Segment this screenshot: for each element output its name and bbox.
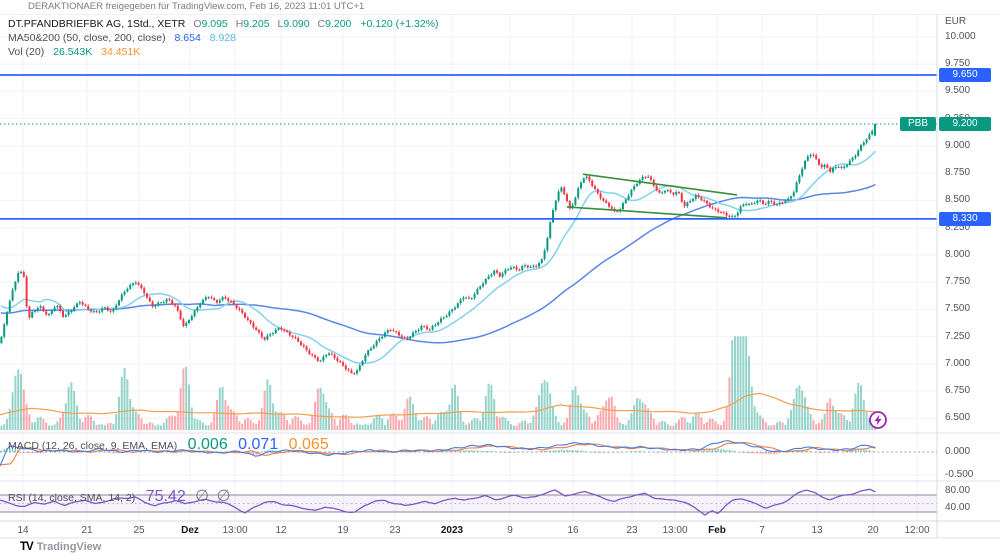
price-level-badge: 8.330 xyxy=(939,211,991,226)
ma200-value: 8.654 xyxy=(174,32,201,44)
macd-signal-value: 0.065 xyxy=(288,436,329,453)
current-price-badge: 9.200 xyxy=(939,117,991,132)
ma50-line xyxy=(0,150,876,365)
price-tick-label: 9.750 xyxy=(945,58,971,70)
macd-tick-label: -0.500 xyxy=(945,469,974,480)
time-tick-label: 12 xyxy=(275,525,287,536)
time-tick-label: 23 xyxy=(626,525,638,536)
tradingview-logo[interactable]: TV TradingView xyxy=(20,541,101,553)
rsi-hidden-value-1: ∅ xyxy=(195,488,210,505)
macd-tick-label: 0.000 xyxy=(945,446,971,457)
time-tick-label: 19 xyxy=(337,525,349,536)
volume-indicator-label: Vol (20) xyxy=(8,46,45,58)
ohlc-close-value: 9.200 xyxy=(325,18,352,30)
time-tick-label: 2023 xyxy=(440,525,464,536)
time-tick-label: 25 xyxy=(133,525,145,536)
symbol-legend: DT.PFANDBRIEFBK AG, 1Std., XETR O9.095 H… xyxy=(8,17,439,59)
price-tick-label: 8.250 xyxy=(945,221,971,233)
trendline-lower[interactable] xyxy=(566,206,728,219)
price-tick-label: 6.750 xyxy=(945,385,971,397)
price-tick-label: 6.500 xyxy=(945,412,971,424)
price-change: +0.120 (+1.32%) xyxy=(360,18,439,30)
price-level-badge: 9.650 xyxy=(939,68,991,82)
time-tick-label: 14 xyxy=(17,525,29,536)
attribution-bar: DERAKTIONAER freigegeben für TradingView… xyxy=(0,0,1000,14)
rsi-legend[interactable]: RSI (14, close, SMA, 14, 2) 75.42 ∅ ∅ xyxy=(8,486,231,506)
legend-row-ma[interactable]: MA50&200 (50, close, 200, close) 8.654 8… xyxy=(8,31,439,45)
time-tick-label: 20 xyxy=(867,525,879,536)
currency-label: EUR xyxy=(945,16,967,27)
rsi-hidden-value-2: ∅ xyxy=(216,488,231,505)
time-tick-label: 9 xyxy=(507,525,513,536)
price-tick-label: 8.750 xyxy=(945,167,971,179)
macd-line xyxy=(0,440,876,467)
ma200-line xyxy=(0,184,876,344)
attribution-text[interactable]: DERAKTIONAER freigegeben für TradingView… xyxy=(28,1,365,12)
volume-ma-line xyxy=(0,392,877,418)
rsi-tick-label: 80.00 xyxy=(945,484,971,496)
lightning-event-icon[interactable] xyxy=(869,411,887,429)
symbol-tag-badge: PBB xyxy=(900,117,936,132)
volume-value: 26.543K xyxy=(53,46,93,58)
ma50-value: 8.928 xyxy=(209,32,236,44)
rsi-band xyxy=(0,495,937,512)
time-tick-label: Feb xyxy=(708,525,726,536)
legend-row-volume[interactable]: Vol (20) 26.543K 34.451K xyxy=(8,45,439,59)
symbol-title: DT.PFANDBRIEFBK AG, 1Std., XETR xyxy=(8,18,186,30)
ohlc-open-key: O xyxy=(193,18,202,30)
ohlc-open-value: 9.095 xyxy=(201,18,228,30)
legend-row-symbol[interactable]: DT.PFANDBRIEFBK AG, 1Std., XETR O9.095 H… xyxy=(8,17,439,31)
tradingview-logo-text: TradingView xyxy=(36,541,102,553)
macd-legend[interactable]: MACD (12, 26, close, 9, EMA, EMA) 0.006 … xyxy=(8,436,329,454)
ohlc-high-value: 9.205 xyxy=(243,18,270,30)
time-tick-label: 16 xyxy=(567,525,579,536)
time-tick-label: 12:00 xyxy=(904,525,930,536)
rsi-line xyxy=(0,488,876,516)
price-tick-label: 10.000 xyxy=(945,30,976,42)
time-tick-label: 21 xyxy=(81,525,93,536)
candlestick-series xyxy=(0,123,876,376)
price-tick-label: 8.500 xyxy=(945,194,971,206)
ohlc-high-key: H xyxy=(235,18,244,30)
price-tick-label: 9.500 xyxy=(945,85,971,97)
macd-indicator-label: MACD (12, 26, close, 9, EMA, EMA) xyxy=(8,440,178,452)
ohlc-close-key: C xyxy=(317,18,326,30)
time-tick-label: 13:00 xyxy=(222,525,248,536)
rsi-indicator-label: RSI (14, close, SMA, 14, 2) xyxy=(8,492,136,504)
ma-indicator-label: MA50&200 (50, close, 200, close) xyxy=(8,32,166,44)
time-tick-label: Dez xyxy=(181,525,199,536)
rsi-tick-label: 40.00 xyxy=(945,501,971,513)
price-tick-label: 8.000 xyxy=(945,248,971,260)
macd-line-value: 0.071 xyxy=(238,436,279,453)
price-tick-label: 7.000 xyxy=(945,357,971,369)
time-tick-label: 23 xyxy=(389,525,401,536)
time-tick-label: 7 xyxy=(759,525,765,536)
price-tick-label: 9.000 xyxy=(945,139,971,151)
rsi-value: 75.42 xyxy=(145,488,186,505)
ohlc-low-value: 9.090 xyxy=(283,18,310,30)
price-tick-label: 7.750 xyxy=(945,276,971,288)
price-tick-label: 7.250 xyxy=(945,330,971,342)
volume-ma-value: 34.451K xyxy=(101,46,141,58)
macd-hist-value: 0.006 xyxy=(187,436,228,453)
price-tick-label: 7.500 xyxy=(945,303,971,315)
trendline-upper[interactable] xyxy=(582,173,738,196)
tradingview-logo-icon: TV xyxy=(20,541,34,553)
time-tick-label: 13 xyxy=(811,525,823,536)
volume-series xyxy=(0,336,876,430)
ohlc-low-key: L xyxy=(277,18,284,30)
time-tick-label: 13:00 xyxy=(662,525,688,536)
